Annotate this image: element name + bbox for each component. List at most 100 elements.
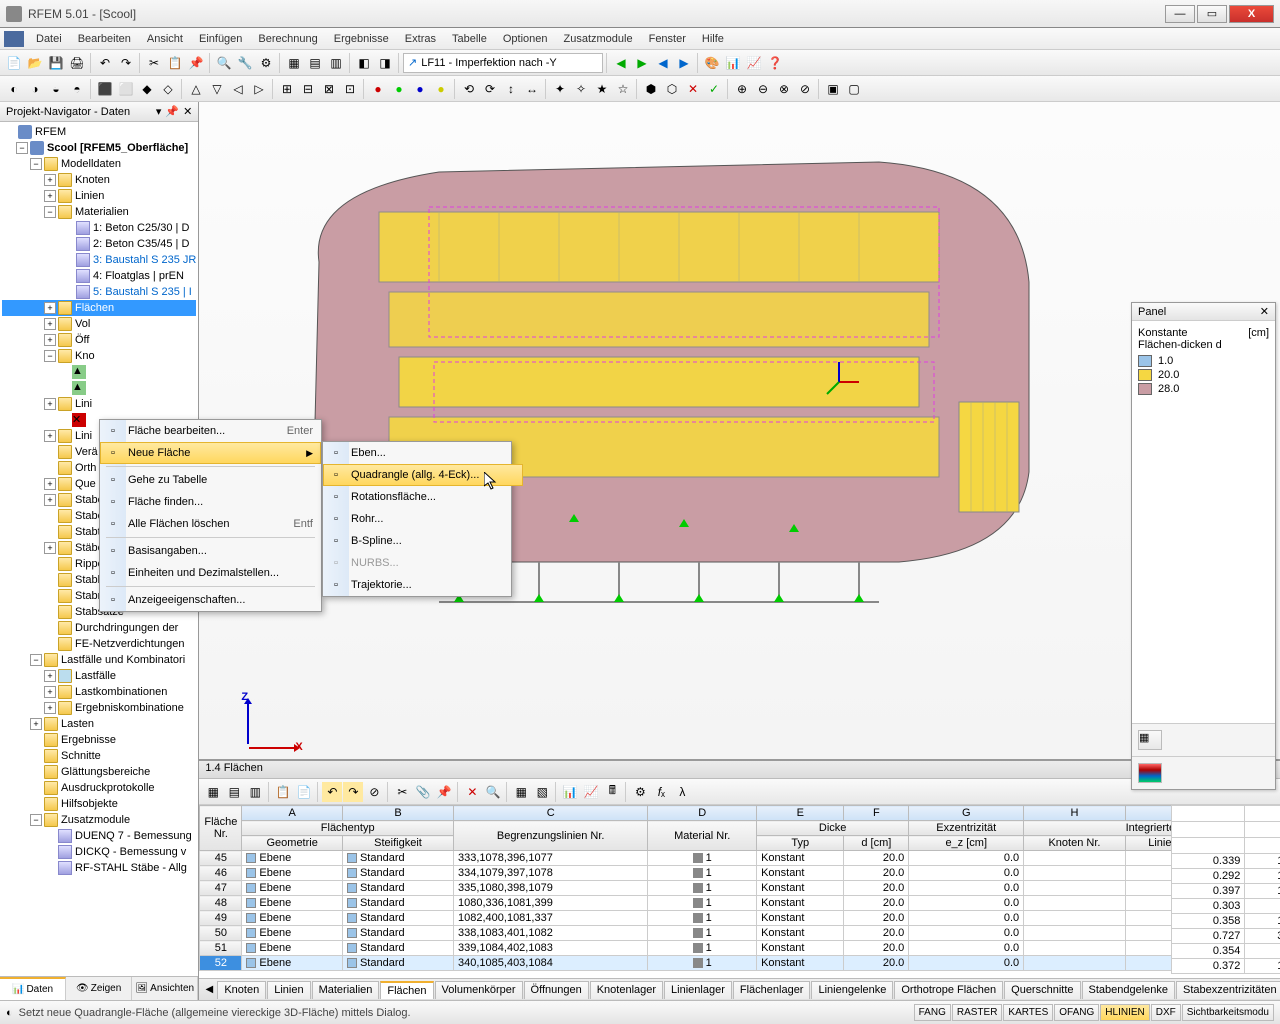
tool-icon[interactable]: ☆ [613, 79, 633, 99]
table-tool-icon[interactable]: ▧ [532, 782, 552, 802]
nav-icon[interactable]: ▶ [632, 53, 652, 73]
table-row[interactable]: 50 Ebene Standard 338,1083,401,1082 1 Ko… [200, 926, 1280, 941]
tool-icon[interactable]: ◆ [137, 79, 157, 99]
maximize-button[interactable]: ▭ [1197, 5, 1227, 23]
minimize-button[interactable]: — [1165, 5, 1195, 23]
table-tool-icon[interactable]: 📊 [560, 782, 580, 802]
panel-button[interactable]: ▦ [1138, 730, 1162, 750]
table-tool-icon[interactable]: ↷ [343, 782, 363, 802]
tool-icon[interactable]: ⊟ [298, 79, 318, 99]
status-toggle[interactable]: Sichtbarkeitsmodu [1182, 1004, 1274, 1021]
table-tool-icon[interactable]: 📈 [581, 782, 601, 802]
table-tool-icon[interactable]: ↶ [322, 782, 342, 802]
tool-icon[interactable]: 📊 [723, 53, 743, 73]
tool-icon[interactable]: △ [186, 79, 206, 99]
menu-tabelle[interactable]: Tabelle [444, 31, 495, 47]
open-icon[interactable]: 📂 [25, 53, 45, 73]
menu-hilfe[interactable]: Hilfe [694, 31, 732, 47]
tool-icon[interactable]: ◑ [25, 79, 45, 99]
nav-tab-ansichten[interactable]: 🖼Ansichten [132, 977, 198, 1000]
tool-icon[interactable]: ▽ [207, 79, 227, 99]
menu-fenster[interactable]: Fenster [641, 31, 694, 47]
table-tool-icon[interactable]: ⊘ [364, 782, 384, 802]
tool-icon[interactable]: ▢ [844, 79, 864, 99]
tool-icon[interactable]: ● [410, 79, 430, 99]
context-menu-item[interactable]: ▫Alle Flächen löschenEntf [100, 513, 321, 535]
tool-icon[interactable]: ● [389, 79, 409, 99]
context-menu-item[interactable]: ▫Trajektorie... [323, 574, 523, 596]
table-tool-icon[interactable]: 🖩 [602, 782, 622, 802]
menu-ergebnisse[interactable]: Ergebnisse [326, 31, 397, 47]
table-row[interactable]: 52 Ebene Standard 340,1085,403,1084 1 Ko… [200, 956, 1280, 971]
tool-icon[interactable]: ↕ [501, 79, 521, 99]
print-icon[interactable]: 🖨 [67, 53, 87, 73]
tool-icon[interactable]: 📋 [165, 53, 185, 73]
tool-icon[interactable]: ⬜ [116, 79, 136, 99]
nav-icon[interactable]: ◀ [611, 53, 631, 73]
tool-icon[interactable]: ⊗ [774, 79, 794, 99]
system-icon[interactable] [4, 31, 24, 47]
tool-icon[interactable]: ▷ [249, 79, 269, 99]
tool-icon[interactable]: ✓ [704, 79, 724, 99]
tool-icon[interactable]: ✧ [571, 79, 591, 99]
tool-icon[interactable]: 🎨 [702, 53, 722, 73]
tool-icon[interactable]: ✕ [683, 79, 703, 99]
table-tab[interactable]: Querschnitte [1004, 981, 1080, 999]
context-menu-item[interactable]: ▫Neue Fläche▶ [100, 442, 321, 464]
tool-icon[interactable]: ⊖ [753, 79, 773, 99]
menu-bearbeiten[interactable]: Bearbeiten [70, 31, 139, 47]
close-panel-icon[interactable]: ✕ [183, 105, 192, 118]
table-tool-icon[interactable]: 📄 [294, 782, 314, 802]
table-tab[interactable]: Öffnungen [524, 981, 589, 999]
table-row[interactable]: 51 Ebene Standard 339,1084,402,1083 1 Ko… [200, 941, 1280, 956]
table-tab[interactable]: Orthotrope Flächen [894, 981, 1003, 999]
table-tool-icon[interactable]: ✕ [462, 782, 482, 802]
context-menu-flaeche[interactable]: ▫Fläche bearbeiten...Enter▫Neue Fläche▶▫… [99, 419, 322, 612]
tool-icon[interactable]: ⊕ [732, 79, 752, 99]
tool-icon[interactable]: ◐ [4, 79, 24, 99]
tool-icon[interactable]: ⚙ [256, 53, 276, 73]
tool-icon[interactable]: 📈 [744, 53, 764, 73]
pin-icon[interactable]: 📌 [165, 105, 179, 118]
context-menu-item[interactable]: ▫Basisangaben... [100, 540, 321, 562]
table-tool-icon[interactable]: ▦ [203, 782, 223, 802]
tool-icon[interactable]: ▤ [305, 53, 325, 73]
status-toggle[interactable]: RASTER [952, 1004, 1003, 1021]
table-tab[interactable]: Linienlager [664, 981, 732, 999]
surfaces-table[interactable]: Fläche Nr. A B C D E F G H I J [199, 805, 1280, 971]
context-submenu-neue-flaeche[interactable]: ▫Eben...▫Quadrangle (allg. 4-Eck)...▫Rot… [322, 441, 512, 597]
save-icon[interactable]: 💾 [46, 53, 66, 73]
nav-tab-daten[interactable]: 📊Daten [0, 977, 66, 1000]
context-menu-item[interactable]: ▫B-Spline... [323, 530, 523, 552]
tool-icon[interactable]: ◧ [354, 53, 374, 73]
tool-icon[interactable]: ⊡ [340, 79, 360, 99]
context-menu-item[interactable]: ▫Quadrangle (allg. 4-Eck)... [323, 464, 523, 486]
context-menu-item[interactable]: ▫Eben... [323, 442, 523, 464]
menu-ansicht[interactable]: Ansicht [139, 31, 191, 47]
context-menu-item[interactable]: ▫Einheiten und Dezimalstellen... [100, 562, 321, 584]
tool-icon[interactable]: ⟲ [459, 79, 479, 99]
nav-icon[interactable]: ▶ [674, 53, 694, 73]
tool-icon[interactable]: 📌 [186, 53, 206, 73]
table-tab[interactable]: Knotenlager [590, 981, 663, 999]
pin-icon[interactable]: ▾ [156, 105, 162, 118]
table-tool-icon[interactable]: 📋 [273, 782, 293, 802]
panel-button[interactable] [1138, 763, 1162, 783]
status-toggle[interactable]: HLINIEN [1100, 1004, 1149, 1021]
new-icon[interactable]: 📄 [4, 53, 24, 73]
tool-icon[interactable]: ⊠ [319, 79, 339, 99]
table-tab[interactable]: Flächenlager [733, 981, 811, 999]
table-tool-icon[interactable]: fₓ [651, 782, 671, 802]
table-tab[interactable]: Liniengelenke [811, 981, 893, 999]
table-row[interactable]: 45 Ebene Standard 333,1078,396,1077 1 Ko… [200, 851, 1280, 866]
tool-icon[interactable]: ◁ [228, 79, 248, 99]
table-tool-icon[interactable]: 📌 [434, 782, 454, 802]
table-tool-icon[interactable]: λ [672, 782, 692, 802]
menu-berechnung[interactable]: Berechnung [250, 31, 325, 47]
table-tool-icon[interactable]: ✂ [392, 782, 412, 802]
close-panel-icon[interactable]: ✕ [1260, 305, 1269, 318]
context-menu-item[interactable]: ▫Fläche finden... [100, 491, 321, 513]
status-toggle[interactable]: DXF [1151, 1004, 1181, 1021]
status-toggle[interactable]: KARTES [1003, 1004, 1053, 1021]
table-tab[interactable]: Flächen [380, 981, 433, 999]
